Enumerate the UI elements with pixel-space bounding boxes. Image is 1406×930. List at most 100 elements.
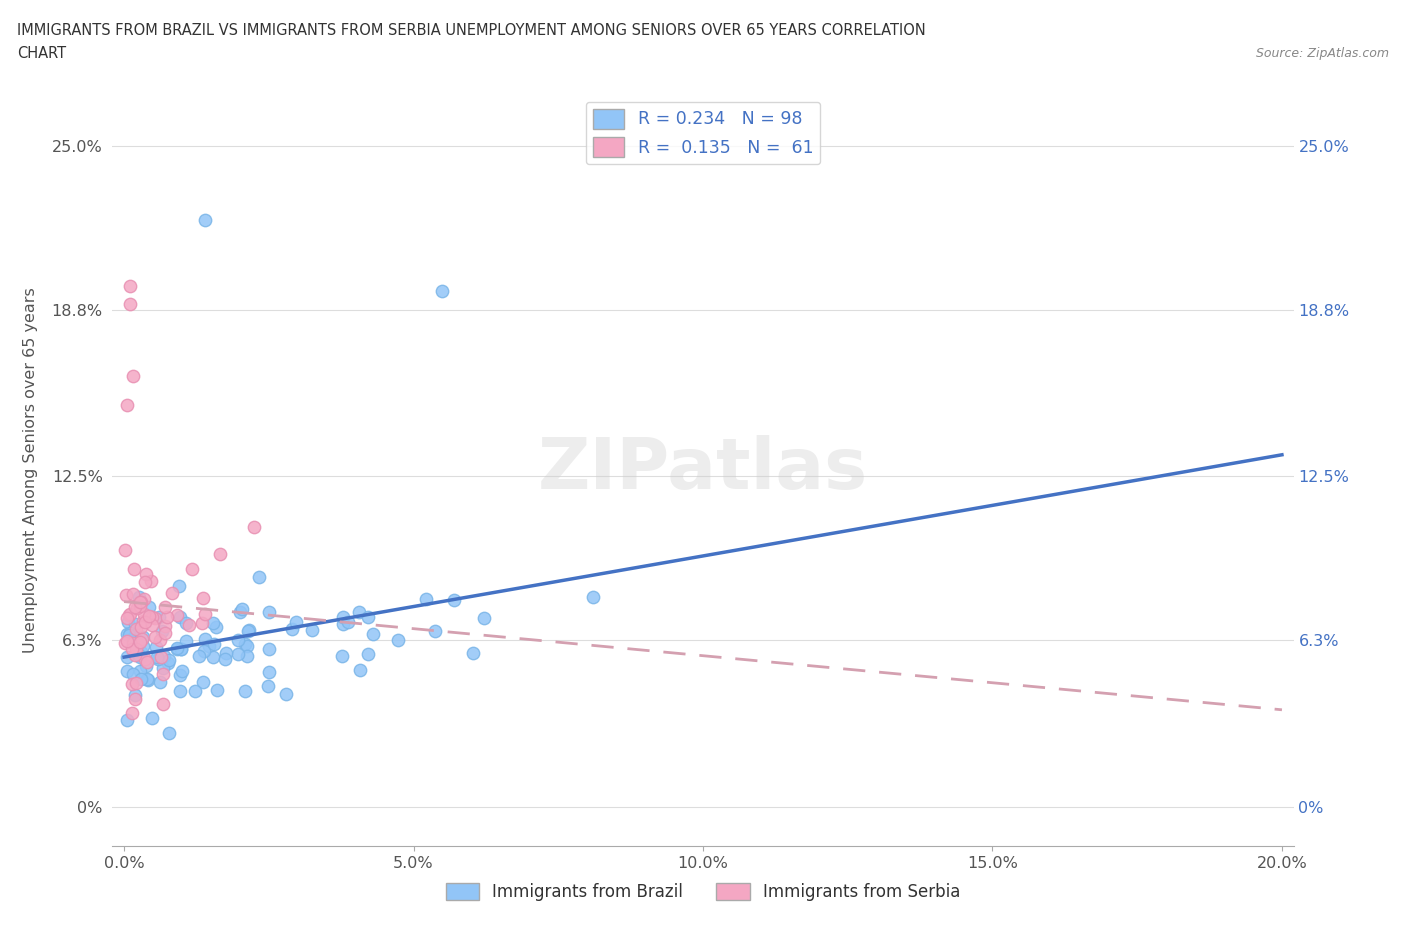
Point	[157, 653, 180, 668]
Point	[149, 633, 172, 648]
Point	[134, 651, 156, 666]
Point	[177, 618, 200, 632]
Point	[138, 600, 160, 615]
Point	[152, 697, 174, 711]
Point	[121, 368, 143, 383]
Point	[156, 609, 179, 624]
Point	[124, 692, 146, 707]
Point	[166, 641, 188, 656]
Point	[134, 592, 156, 607]
Point	[122, 635, 145, 650]
Text: ZIPatlas: ZIPatlas	[538, 435, 868, 504]
Point	[136, 671, 159, 686]
Point	[181, 562, 204, 577]
Point	[257, 642, 280, 657]
Point	[124, 599, 146, 614]
Point	[136, 654, 159, 669]
Point	[183, 684, 205, 698]
Point	[205, 619, 228, 634]
Point	[226, 633, 249, 648]
Point	[134, 575, 156, 590]
Point	[415, 591, 437, 606]
Point	[118, 626, 141, 641]
Point	[152, 667, 174, 682]
Point	[256, 679, 278, 694]
Point	[124, 622, 146, 637]
Point	[443, 592, 465, 607]
Point	[387, 632, 409, 647]
Text: CHART: CHART	[17, 46, 66, 61]
Point	[121, 586, 143, 601]
Point	[114, 635, 136, 650]
Point	[166, 607, 188, 622]
Point	[129, 620, 152, 635]
Point	[202, 649, 225, 664]
Point	[229, 604, 252, 619]
Point	[115, 712, 138, 727]
Point	[121, 642, 143, 657]
Point	[122, 629, 145, 644]
Point	[356, 646, 378, 661]
Point	[141, 609, 163, 624]
Point	[276, 686, 298, 701]
Point	[190, 615, 212, 630]
Point	[336, 615, 359, 630]
Point	[257, 665, 280, 680]
Point	[193, 675, 215, 690]
Point	[128, 649, 150, 664]
Point	[121, 677, 143, 692]
Point	[118, 628, 141, 643]
Point	[148, 609, 170, 624]
Point	[128, 664, 150, 679]
Point	[152, 648, 174, 663]
Point	[172, 664, 194, 679]
Point	[141, 618, 163, 632]
Point	[124, 617, 146, 631]
Point	[122, 667, 145, 682]
Point	[281, 621, 304, 636]
Point	[129, 671, 152, 686]
Point	[134, 615, 156, 630]
Point	[226, 646, 249, 661]
Point	[115, 627, 138, 642]
Point	[167, 578, 190, 593]
Point	[432, 284, 454, 299]
Point	[118, 608, 141, 623]
Point	[131, 631, 153, 646]
Point	[202, 637, 225, 652]
Point	[236, 623, 259, 638]
Point	[115, 663, 138, 678]
Point	[157, 655, 180, 670]
Point	[330, 648, 353, 663]
Point	[132, 639, 155, 654]
Point	[174, 634, 197, 649]
Point	[143, 610, 166, 625]
Point	[194, 212, 217, 227]
Point	[332, 617, 354, 631]
Point	[301, 622, 323, 637]
Point	[233, 636, 256, 651]
Text: IMMIGRANTS FROM BRAZIL VS IMMIGRANTS FROM SERBIA UNEMPLOYMENT AMONG SENIORS OVER: IMMIGRANTS FROM BRAZIL VS IMMIGRANTS FRO…	[17, 23, 925, 38]
Point	[425, 624, 447, 639]
Point	[208, 547, 231, 562]
Point	[118, 606, 141, 621]
Point	[129, 644, 152, 659]
Point	[153, 626, 176, 641]
Point	[117, 610, 139, 625]
Point	[363, 626, 385, 641]
Point	[143, 630, 166, 644]
Point	[115, 633, 138, 648]
Point	[231, 601, 253, 616]
Point	[194, 606, 217, 621]
Point	[191, 591, 214, 605]
Point	[135, 566, 157, 581]
Point	[115, 397, 138, 412]
Point	[129, 594, 152, 609]
Point	[166, 642, 188, 657]
Point	[145, 640, 167, 655]
Point	[347, 604, 370, 619]
Point	[247, 569, 270, 584]
Point	[461, 645, 484, 660]
Point	[160, 586, 183, 601]
Point	[284, 615, 307, 630]
